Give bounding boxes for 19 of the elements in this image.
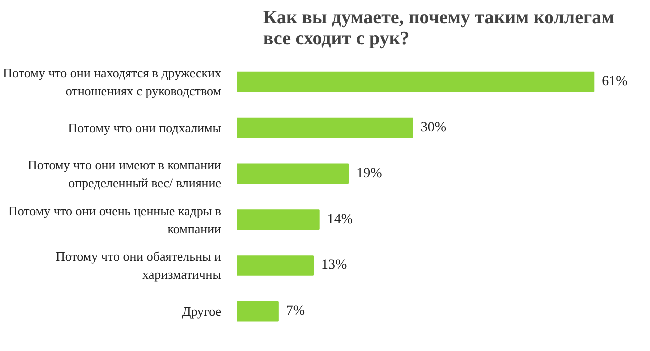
data-label: 7%: [286, 304, 306, 320]
bar: [238, 72, 595, 92]
y-tick-label: Потому что они имеют в компании определенный вес/ влияние: [28, 157, 222, 190]
data-label: 14%: [327, 212, 354, 228]
data-label: 61%: [602, 74, 628, 90]
bar: [238, 118, 414, 138]
chart-title: Как вы думаете, почему таким коллегам все сходит с рук?: [263, 8, 615, 50]
y-tick-label: Потому что они обаятельны и харизматичны: [56, 249, 222, 282]
y-tick-label: Другое: [182, 304, 222, 320]
bar: [238, 256, 314, 276]
y-tick-label: Потому что они очень ценные кадры в компании: [8, 203, 222, 236]
y-tick-label: Потому что они находятся в дружеских отношениях с руководством: [3, 66, 222, 99]
data-label: 30%: [420, 120, 447, 136]
bar: [238, 302, 279, 322]
data-label: 13%: [322, 258, 348, 274]
bar: [238, 164, 350, 184]
data-label: 19%: [356, 166, 383, 182]
y-tick-label: Потому что они подхалимы: [68, 120, 222, 136]
bar: [238, 210, 320, 230]
